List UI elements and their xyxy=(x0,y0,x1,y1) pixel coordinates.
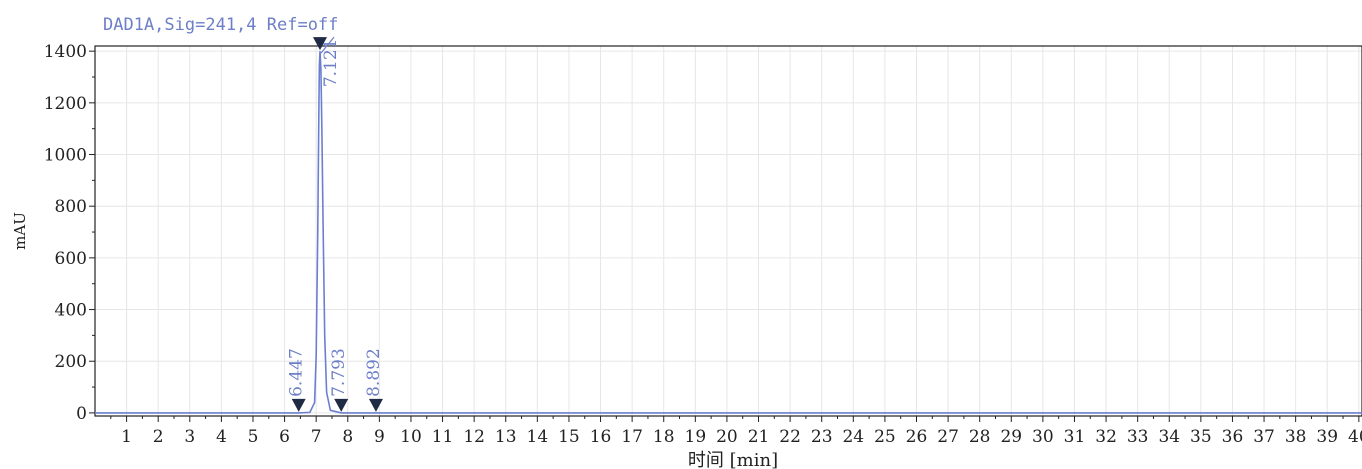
x-tick-label: 15 xyxy=(558,427,580,447)
x-tick-label: 18 xyxy=(653,427,675,447)
x-tick-label: 2 xyxy=(153,427,164,447)
x-tick-label: 17 xyxy=(621,427,643,447)
x-tick-label: 10 xyxy=(400,427,422,447)
x-axis-label: 时间 [min] xyxy=(688,450,778,469)
x-tick-label: 3 xyxy=(184,427,195,447)
peak-marker xyxy=(312,37,327,51)
x-tick-label: 29 xyxy=(1000,427,1022,447)
x-tick-label: 8 xyxy=(342,427,353,447)
x-tick-label: 36 xyxy=(1222,427,1244,447)
x-tick-label: 28 xyxy=(969,427,991,447)
y-axis-label: mAU xyxy=(11,212,29,250)
x-tick-label: 5 xyxy=(248,427,259,447)
x-tick-label: 22 xyxy=(779,427,801,447)
plot-frame xyxy=(94,45,1362,417)
peak-marker xyxy=(291,398,306,412)
peak-label: 6.447 xyxy=(287,348,307,397)
x-axis: 1 2 3 4 5 6 7 8 9 10 11 12 13 14 15 16 17 18 19 20 21 22 23 24 2… xyxy=(110,416,1362,447)
signal-trace xyxy=(95,51,1362,414)
y-tick-label: 800 xyxy=(55,197,87,217)
x-tick-label: 4 xyxy=(216,427,227,447)
y-tick-label: 1000 xyxy=(44,146,87,166)
peak-marker xyxy=(368,398,383,412)
x-tick-label: 16 xyxy=(590,427,612,447)
x-tick-label: 23 xyxy=(811,427,833,447)
peak-label-leader xyxy=(320,36,335,54)
x-tick-label: 40 xyxy=(1348,427,1362,447)
x-tick-label: 25 xyxy=(874,427,896,447)
x-tick-label: 6 xyxy=(279,427,290,447)
x-tick-label: 9 xyxy=(374,427,385,447)
y-tick-label: 1400 xyxy=(44,42,87,62)
peak-label: 7.121 xyxy=(321,38,341,87)
y-axis: 0 200 400 600 800 1000 1200 1400 xyxy=(44,42,95,424)
y-tick-label: 1200 xyxy=(44,94,87,114)
x-tick-label: 19 xyxy=(685,427,707,447)
x-tick-label: 35 xyxy=(1190,427,1212,447)
x-tick-label: 13 xyxy=(495,427,517,447)
peak-marker xyxy=(334,398,349,412)
x-tick-label: 34 xyxy=(1158,427,1180,447)
peak-label: 7.793 xyxy=(329,348,349,397)
peak-label: 8.892 xyxy=(364,348,384,397)
grid xyxy=(95,46,1362,416)
x-tick-label: 12 xyxy=(463,427,485,447)
x-tick-label: 14 xyxy=(527,427,549,447)
signal-title: DAD1A,Sig=241,4 Ref=off xyxy=(103,15,339,35)
x-tick-label: 37 xyxy=(1253,427,1275,447)
peak-markers: 6.447 7.121 7.793 8.892 xyxy=(287,36,384,412)
x-tick-label: 20 xyxy=(716,427,738,447)
x-tick-label: 27 xyxy=(937,427,959,447)
x-tick-label: 30 xyxy=(1032,427,1054,447)
x-tick-label: 38 xyxy=(1285,427,1307,447)
x-tick-label: 26 xyxy=(906,427,928,447)
y-tick-label: 200 xyxy=(55,352,87,372)
x-tick-label: 31 xyxy=(1064,427,1086,447)
x-tick-label: 39 xyxy=(1316,427,1338,447)
y-tick-label: 400 xyxy=(55,301,87,321)
x-tick-label: 33 xyxy=(1127,427,1149,447)
x-tick-label: 24 xyxy=(842,427,864,447)
x-tick-label: 1 xyxy=(121,427,132,447)
x-tick-label: 7 xyxy=(311,427,322,447)
y-tick-label: 600 xyxy=(55,249,87,269)
x-tick-label: 21 xyxy=(748,427,770,447)
x-tick-label: 32 xyxy=(1095,427,1117,447)
x-tick-label: 11 xyxy=(432,427,454,447)
y-tick-label: 0 xyxy=(76,404,87,424)
